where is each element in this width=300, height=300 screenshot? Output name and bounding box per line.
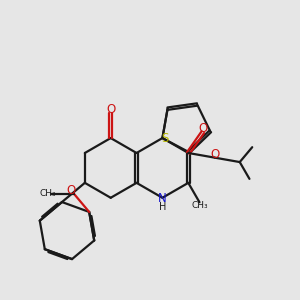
Text: O: O [198, 122, 208, 135]
Text: CH₃: CH₃ [191, 201, 208, 210]
Text: S: S [161, 132, 169, 145]
Text: H: H [159, 202, 166, 212]
Text: N: N [158, 192, 167, 205]
Text: O: O [106, 103, 115, 116]
Text: CH₃: CH₃ [40, 189, 56, 198]
Text: O: O [210, 148, 219, 160]
Text: O: O [67, 184, 76, 196]
